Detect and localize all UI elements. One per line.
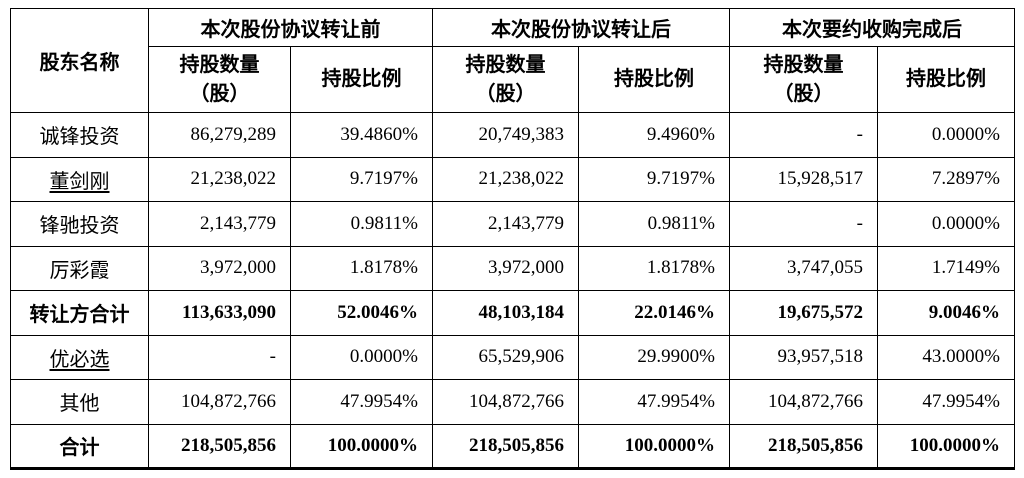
value-cell: 0.9811% (578, 201, 730, 247)
value-cell: 47.9954% (578, 379, 730, 425)
header-ratio-after: 持股比例 (578, 46, 730, 113)
value-cell: 218,505,856 (432, 423, 579, 469)
table-body: 诚锋投资 86,279,289 39.4860% 20,749,383 9.4960% -… (10, 112, 1015, 469)
value-cell: 100.0000% (877, 423, 1015, 469)
header-qty-before: 持股数量 （股） (148, 46, 291, 113)
value-cell: 39.4860% (290, 112, 433, 158)
shareholder-name-cell: 转让方合计 (10, 290, 149, 336)
shareholder-name-cell: 董剑刚 (10, 156, 149, 202)
value-cell: 29.9900% (578, 334, 730, 380)
qty-label-line2: （股） (475, 82, 536, 105)
value-cell: 0.0000% (877, 112, 1015, 158)
qty-label-line1: 持股数量 (763, 53, 844, 76)
header-shareholder-name: 股东名称 (10, 8, 149, 113)
header-ratio-before: 持股比例 (290, 46, 433, 113)
value-cell: 3,747,055 (729, 245, 878, 291)
shareholder-name-cell: 合计 (10, 423, 149, 469)
value-cell: 52.0046% (290, 290, 433, 336)
value-cell: 15,928,517 (729, 156, 878, 202)
value-cell: 100.0000% (578, 423, 730, 469)
header-qty-after: 持股数量 （股） (432, 46, 579, 113)
header-group-after-tender-offer: 本次要约收购完成后 (729, 8, 1015, 47)
value-cell: 86,279,289 (148, 112, 291, 158)
header-group-after-transfer: 本次股份协议转让后 (432, 8, 730, 47)
shareholder-name-cell: 优必选 (10, 334, 149, 380)
value-cell: 47.9954% (290, 379, 433, 425)
value-cell: 0.0000% (877, 201, 1015, 247)
shareholding-table: 股东名称 本次股份协议转让前 本次股份协议转让后 本次要约收购完成后 持股数量 … (10, 8, 1015, 470)
value-cell: - (148, 334, 291, 380)
value-cell: 218,505,856 (729, 423, 878, 469)
value-cell: 3,972,000 (148, 245, 291, 291)
value-cell: 7.2897% (877, 156, 1015, 202)
value-cell: 2,143,779 (148, 201, 291, 247)
value-cell: 9.7197% (290, 156, 433, 202)
value-cell: 22.0146% (578, 290, 730, 336)
value-cell: 100.0000% (290, 423, 433, 469)
value-cell: 1.8178% (578, 245, 730, 291)
table-row: 其他 104,872,766 47.9954% 104,872,766 47.9954%… (10, 379, 1015, 425)
value-cell: 9.0046% (877, 290, 1015, 336)
value-cell: 0.9811% (290, 201, 433, 247)
value-cell: - (729, 112, 878, 158)
shareholder-name-cell: 厉彩霞 (10, 245, 149, 291)
header-qty-tender: 持股数量 （股） (729, 46, 878, 113)
value-cell: 20,749,383 (432, 112, 579, 158)
value-cell: 3,972,000 (432, 245, 579, 291)
value-cell: 218,505,856 (148, 423, 291, 469)
table-row: 锋驰投资 2,143,779 0.9811% 2,143,779 0.9811% -0.0… (10, 201, 1015, 247)
qty-label-line1: 持股数量 (179, 53, 260, 76)
value-cell: 21,238,022 (432, 156, 579, 202)
value-cell: 1.7149% (877, 245, 1015, 291)
qty-label-line2: （股） (189, 82, 250, 105)
table-row: 合计 218,505,856 100.0000% 218,505,856 100.000… (10, 423, 1015, 469)
value-cell: 104,872,766 (148, 379, 291, 425)
value-cell: 104,872,766 (432, 379, 579, 425)
value-cell: 21,238,022 (148, 156, 291, 202)
header-group-before-transfer: 本次股份协议转让前 (148, 8, 433, 47)
qty-label-line1: 持股数量 (465, 53, 546, 76)
value-cell: 104,872,766 (729, 379, 878, 425)
shareholder-name-cell: 锋驰投资 (10, 201, 149, 247)
value-cell: 1.8178% (290, 245, 433, 291)
value-cell: 0.0000% (290, 334, 433, 380)
value-cell: 113,633,090 (148, 290, 291, 336)
value-cell: 19,675,572 (729, 290, 878, 336)
table-row: 优必选 -0.0000% 65,529,906 29.9900% 93,957,518 4… (10, 334, 1015, 380)
shareholder-name-cell: 诚锋投资 (10, 112, 149, 158)
value-cell: 2,143,779 (432, 201, 579, 247)
shareholder-name-cell: 其他 (10, 379, 149, 425)
table-row: 董剑刚 21,238,022 9.7197% 21,238,022 9.7197% 15,… (10, 156, 1015, 202)
value-cell: 48,103,184 (432, 290, 579, 336)
table-row: 转让方合计 113,633,090 52.0046% 48,103,184 22.014… (10, 290, 1015, 336)
header-ratio-tender: 持股比例 (877, 46, 1015, 113)
value-cell: 9.7197% (578, 156, 730, 202)
value-cell: 93,957,518 (729, 334, 878, 380)
value-cell: 65,529,906 (432, 334, 579, 380)
value-cell: 9.4960% (578, 112, 730, 158)
value-cell: 43.0000% (877, 334, 1015, 380)
table-row: 诚锋投资 86,279,289 39.4860% 20,749,383 9.4960% -… (10, 112, 1015, 158)
value-cell: 47.9954% (877, 379, 1015, 425)
qty-label-line2: （股） (773, 82, 834, 105)
table-row: 厉彩霞 3,972,000 1.8178% 3,972,000 1.8178% 3,747… (10, 245, 1015, 291)
value-cell: - (729, 201, 878, 247)
